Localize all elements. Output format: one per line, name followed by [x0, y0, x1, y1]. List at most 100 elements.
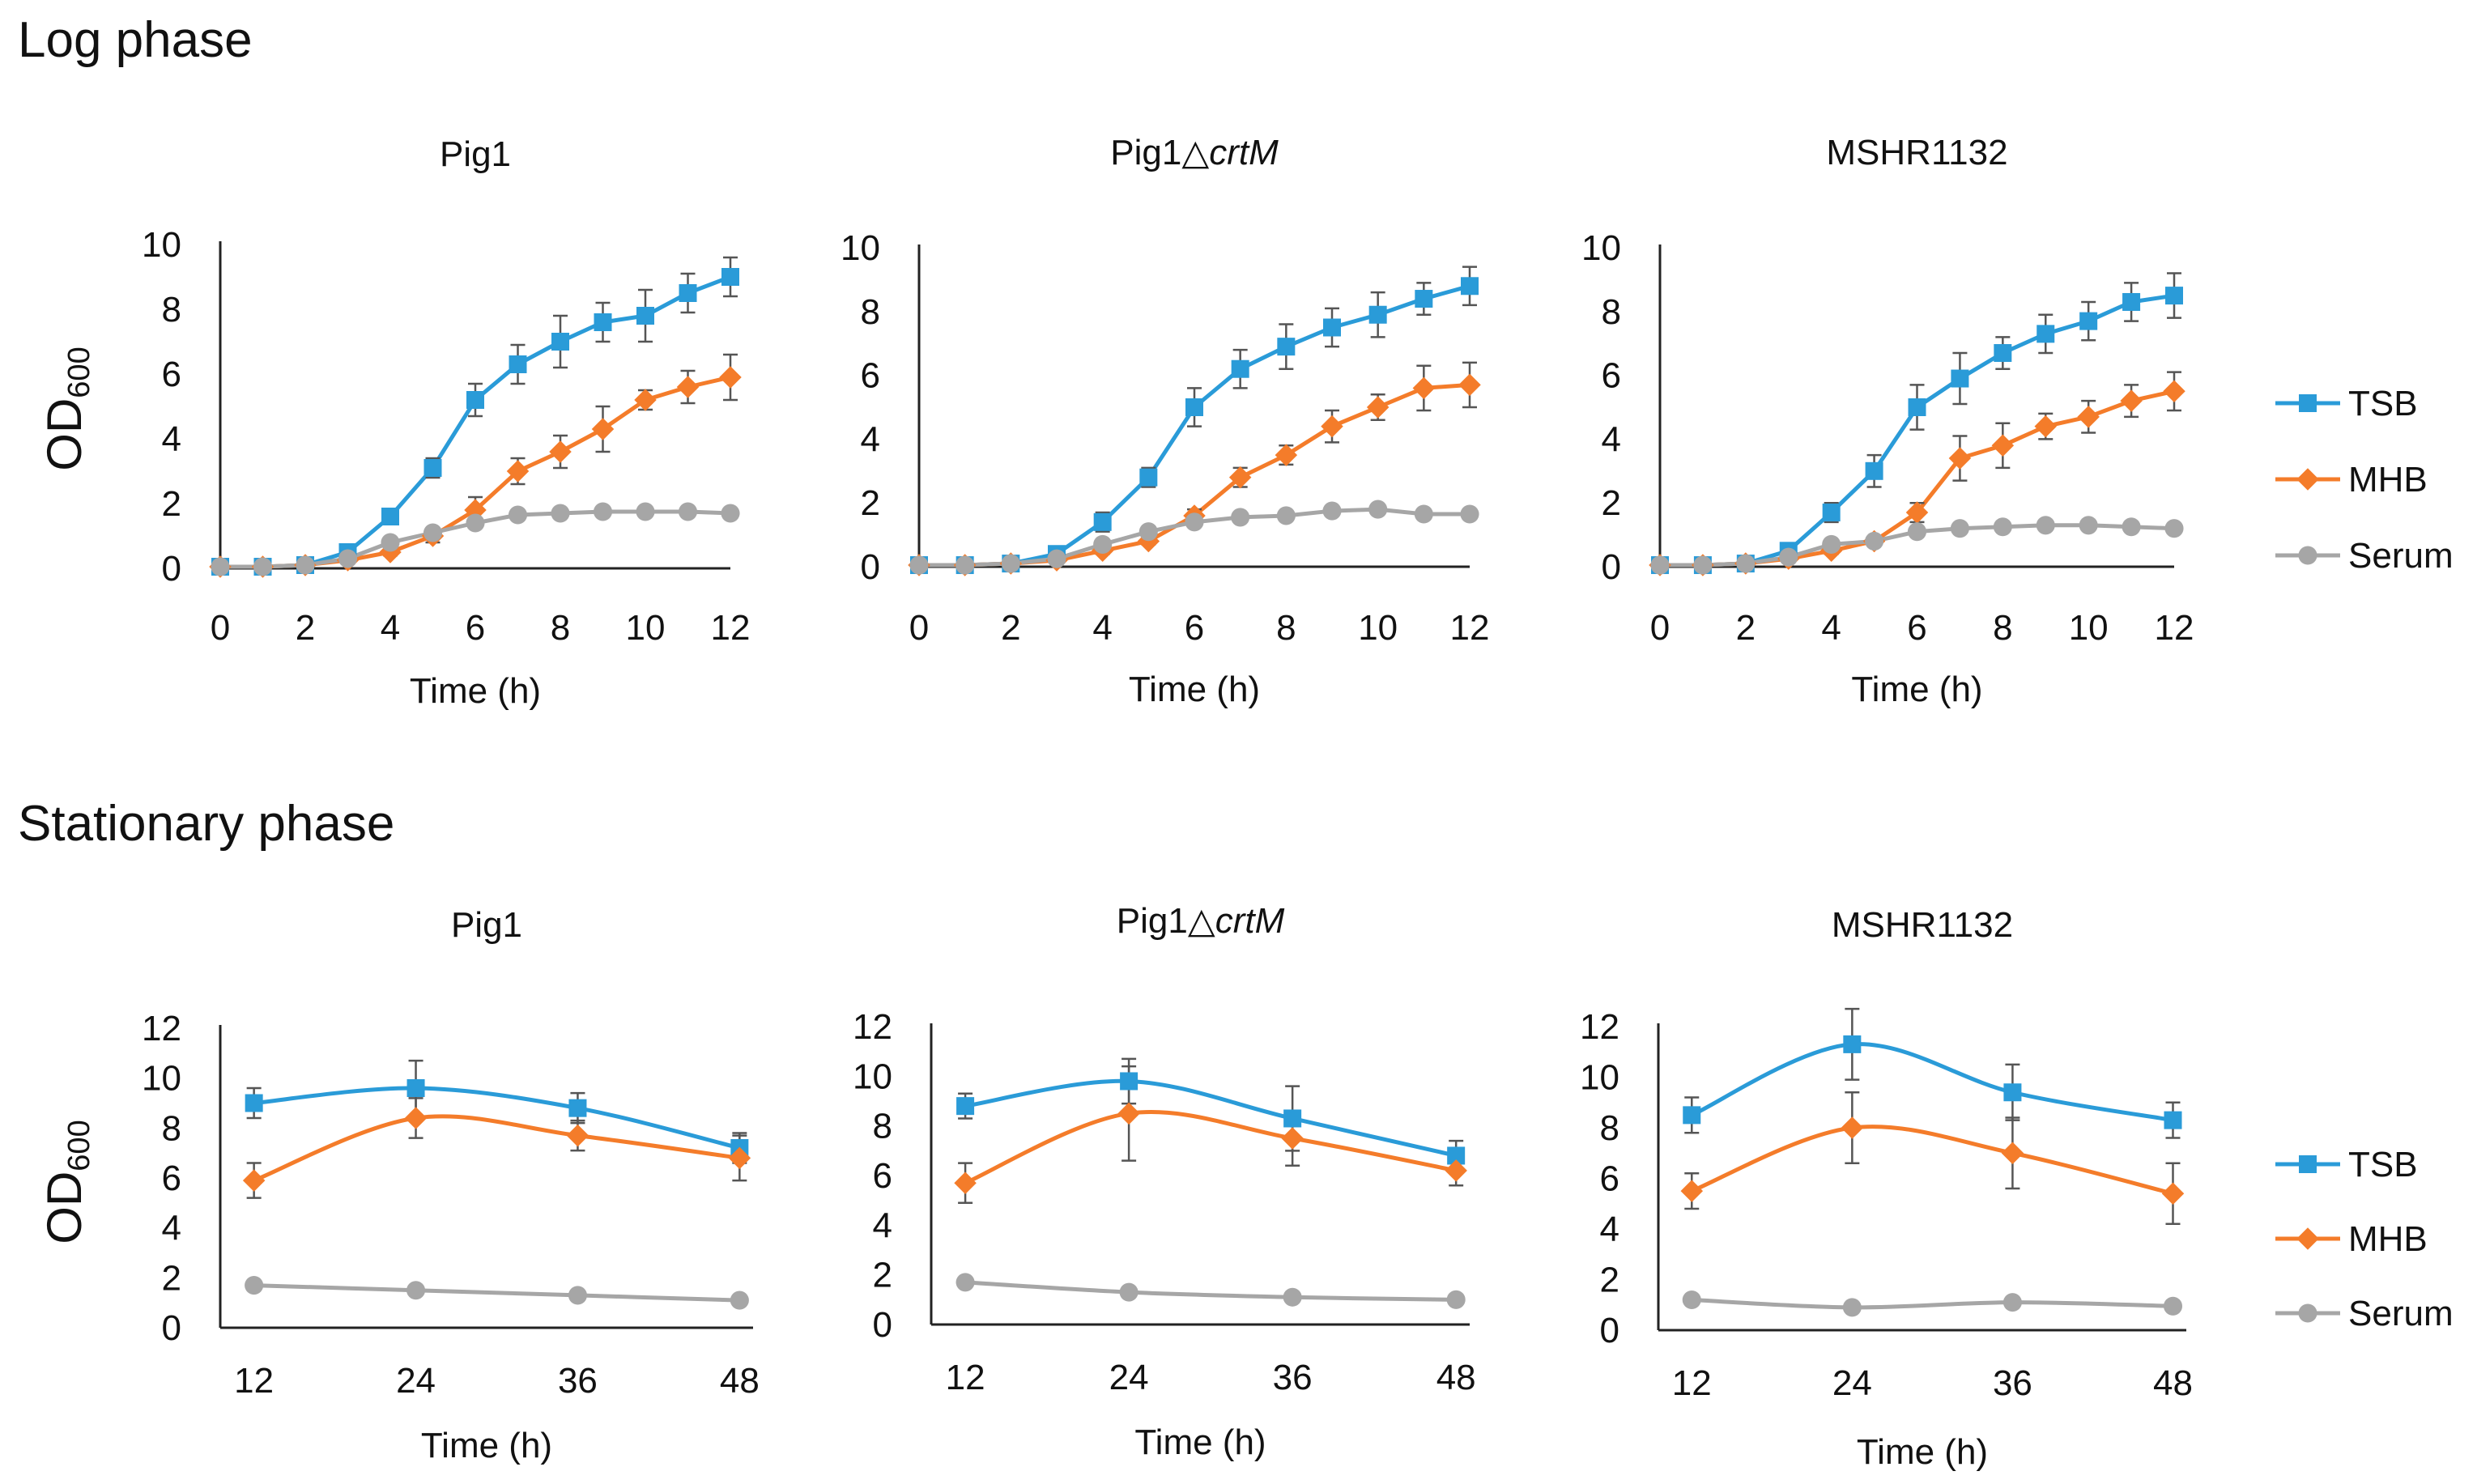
y-tick-label: 0	[162, 549, 181, 589]
chart-title-text: MSHR1132	[1826, 133, 2007, 172]
y-tick-label: 10	[1580, 1058, 1619, 1098]
y-tick-label: 8	[162, 1108, 181, 1148]
point-serum	[1865, 531, 1884, 551]
point-serum	[1446, 1290, 1466, 1309]
point-tsb	[2122, 292, 2141, 311]
x-axis-label: Time (h)	[1857, 1432, 1988, 1472]
point-mhb	[1117, 1102, 1140, 1125]
point-serum	[955, 1273, 975, 1292]
x-axis-label: Time (h)	[421, 1426, 552, 1465]
point-serum	[1001, 554, 1020, 573]
legend-item-serum: Serum	[2275, 1294, 2454, 1333]
x-tick-label: 24	[396, 1361, 436, 1401]
series-line-serum	[964, 1280, 1457, 1302]
x-tick-label: 12	[711, 608, 751, 648]
point-serum	[730, 1291, 749, 1310]
point-serum	[1822, 534, 1841, 554]
point-serum	[1414, 504, 1433, 524]
point-serum	[1185, 512, 1204, 532]
y-tick-label: 8	[1602, 292, 1621, 332]
x-tick-label: 36	[1993, 1363, 2032, 1403]
x-tick-label: 4	[1092, 608, 1112, 648]
x-tick-label: 0	[211, 608, 230, 648]
point-tsb	[721, 268, 739, 286]
point-tsb	[1683, 1106, 1701, 1125]
point-mhb	[2077, 406, 2100, 428]
legend-marker	[2296, 1227, 2319, 1250]
point-mhb	[2001, 1142, 2024, 1164]
legend-marker	[2296, 468, 2319, 491]
legend-marker	[2298, 546, 2317, 565]
chart-title: Pig1△crtM	[1110, 133, 1279, 172]
point-mhb	[591, 418, 615, 440]
x-tick-label: 12	[1450, 608, 1490, 648]
x-axis-label: Time (h)	[1851, 670, 1982, 709]
point-serum	[211, 557, 230, 576]
y-tick-label: 8	[873, 1107, 892, 1146]
x-tick-label: 6	[1185, 608, 1204, 648]
legend-item-tsb: TSB	[2275, 384, 2418, 423]
point-serum	[1138, 522, 1158, 542]
point-mhb	[2161, 1182, 2185, 1205]
point-serum	[508, 505, 528, 525]
point-mhb	[1366, 396, 1390, 419]
point-tsb	[1822, 504, 1841, 522]
point-tsb	[1994, 344, 2012, 363]
y-axis-label-main: OD	[37, 1171, 92, 1244]
point-mhb	[1841, 1116, 1864, 1139]
point-serum	[466, 513, 485, 533]
point-tsb	[1951, 369, 1969, 388]
series-line-mhb	[1691, 1125, 2174, 1196]
x-tick-label: 12	[1672, 1363, 1712, 1403]
x-tick-label: 10	[626, 608, 666, 648]
y-tick-label: 2	[162, 484, 181, 524]
y-tick-label: 8	[1600, 1108, 1619, 1148]
y-tick-label: 10	[853, 1057, 892, 1096]
point-serum	[636, 502, 655, 521]
point-serum	[909, 555, 929, 575]
point-tsb	[594, 313, 612, 331]
point-tsb	[2164, 1111, 2182, 1129]
y-tick-label: 10	[1581, 228, 1621, 268]
y-tick-label: 4	[162, 419, 181, 459]
x-tick-label: 48	[720, 1361, 760, 1401]
y-tick-label: 6	[861, 356, 880, 396]
point-mhb	[1991, 434, 2015, 457]
point-tsb	[1185, 398, 1203, 416]
x-tick-label: 0	[909, 608, 929, 648]
point-serum	[1993, 517, 2012, 537]
x-tick-label: 36	[558, 1361, 598, 1401]
x-tick-label: 8	[551, 608, 570, 648]
y-axis-label-sub: 600	[62, 1120, 96, 1171]
point-tsb	[1461, 277, 1479, 296]
y-tick-label: 2	[873, 1256, 892, 1295]
point-tsb	[1283, 1109, 1302, 1128]
point-serum	[2164, 519, 2184, 538]
series-line-tsb	[964, 1078, 1457, 1158]
point-tsb	[406, 1079, 425, 1097]
point-serum	[423, 523, 443, 542]
x-tick-label: 10	[2069, 608, 2109, 648]
y-axis-label-main: OD	[37, 398, 92, 471]
x-tick-label: 0	[1650, 608, 1670, 648]
x-tick-label: 36	[1273, 1358, 1313, 1397]
series-line-mhb	[253, 1114, 740, 1183]
x-tick-label: 4	[381, 608, 400, 648]
point-serum	[955, 555, 975, 575]
point-tsb	[466, 391, 484, 409]
x-tick-label: 6	[1907, 608, 1926, 648]
x-tick-label: 2	[296, 608, 315, 648]
y-tick-label: 12	[142, 1009, 181, 1048]
point-mhb	[404, 1107, 428, 1129]
x-axis-label: Time (h)	[1129, 670, 1260, 709]
point-serum	[1276, 506, 1296, 525]
chart-title: Pig1	[451, 905, 522, 945]
chart-log-crtm: Pig1△crtM 0 2 4 6 8 10 0 2 4 6 8 10 12 Time (h)	[841, 133, 1489, 709]
point-serum	[593, 502, 613, 521]
point-serum	[381, 533, 400, 552]
chart-title: MSHR1132	[1826, 133, 2007, 172]
point-mhb	[719, 366, 742, 389]
x-tick-label: 4	[1821, 608, 1841, 648]
